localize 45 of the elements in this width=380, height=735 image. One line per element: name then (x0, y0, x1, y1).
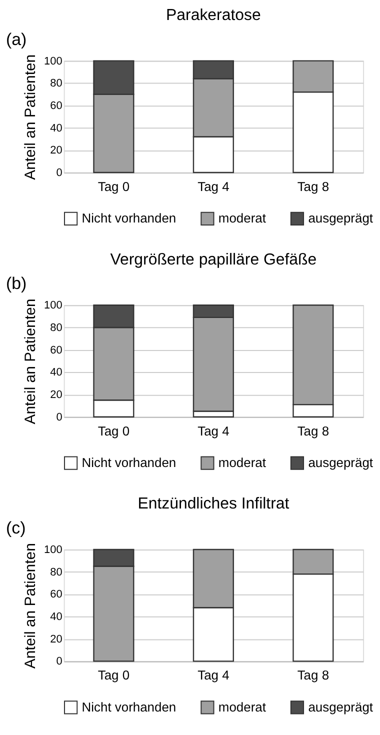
x-tick-label: Tag 0 (98, 423, 130, 438)
y-tick-label: 0 (56, 411, 62, 424)
x-tick-label: Tag 4 (198, 668, 230, 683)
chart-title: Vergrößerte papilläre Gefäße (110, 251, 317, 268)
y-tick-label: 80 (50, 78, 62, 90)
legend-label: moderat (218, 699, 266, 714)
chart-title: Parakeratose (166, 6, 261, 24)
y-tick-label: 20 (50, 389, 62, 402)
y-axis-title: Anteil an Patienten (22, 298, 40, 424)
x-tick-label: Tag 8 (297, 178, 330, 194)
legend-label: Nicht vorhanden (82, 699, 176, 714)
y-tick-label: 60 (50, 344, 62, 356)
y-tick-label: 100 (44, 544, 62, 556)
legend-label: Nicht vorhanden (82, 210, 176, 226)
y-tick-label: 20 (50, 633, 62, 646)
y-tick-label: 0 (56, 656, 62, 668)
legend-label: ausgeprägt (308, 210, 374, 226)
text: (c) (6, 518, 26, 538)
y-tick-label: 80 (50, 566, 62, 578)
x-tick-label: Tag 8 (297, 423, 330, 438)
x-tick-label: Tag 4 (198, 423, 230, 438)
text: (b) (6, 274, 27, 294)
y-tick-label: 40 (50, 366, 62, 379)
chart-title: Entzündliches Infiltrat (138, 496, 290, 513)
y-tick-label: 40 (50, 122, 62, 134)
x-tick-label: Tag 0 (98, 178, 130, 194)
y-tick-label: 80 (50, 322, 62, 334)
legend-label: Nicht vorhanden (82, 455, 176, 470)
legend-label: moderat (218, 455, 266, 470)
y-tick-label: 20 (50, 144, 62, 157)
legend-label: moderat (218, 210, 266, 226)
y-tick-label: 60 (50, 588, 62, 601)
y-tick-label: 100 (44, 55, 62, 68)
y-axis-title: Anteil an Patienten (22, 54, 40, 180)
y-tick-label: 60 (50, 100, 62, 112)
y-axis-title: Anteil an Patienten (22, 543, 40, 669)
legend-label: ausgeprägt (308, 455, 374, 470)
x-tick-label: Tag 8 (297, 668, 330, 683)
y-tick-label: 40 (50, 611, 62, 624)
legend-label: ausgeprägt (308, 699, 374, 714)
x-tick-label: Tag 4 (198, 178, 230, 194)
y-tick-label: 100 (44, 300, 62, 312)
text: (a) (6, 30, 27, 49)
x-tick-label: Tag 0 (98, 668, 130, 683)
y-tick-label: 0 (56, 166, 62, 179)
